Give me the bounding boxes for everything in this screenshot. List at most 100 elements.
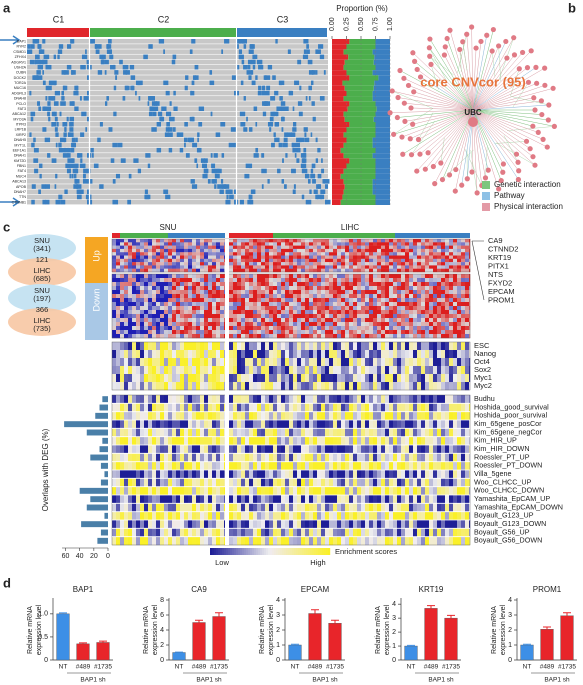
mutation <box>255 147 259 153</box>
heatmap-cell <box>441 252 446 256</box>
heatmap-cell <box>377 265 382 269</box>
heatmap-cell <box>377 334 382 339</box>
heatmap-cell <box>301 268 306 273</box>
heatmap-cell <box>160 255 165 259</box>
heatmap-cell <box>204 298 209 303</box>
heatmap-cell <box>333 290 338 295</box>
matrix-row <box>27 142 328 148</box>
heatmap-cell <box>313 503 318 512</box>
label: 0.50 <box>358 17 365 31</box>
heatmap-cell <box>188 470 193 479</box>
heatmap-cell <box>233 445 238 454</box>
heatmap-cell <box>281 252 286 256</box>
mutation <box>247 59 252 65</box>
heatmap-cell <box>285 252 290 256</box>
heatmap-cell <box>237 290 242 295</box>
heatmap-cell <box>305 478 310 487</box>
heatmap-cell <box>112 503 117 512</box>
heatmap-cell <box>357 268 362 273</box>
heatmap-cell <box>261 436 266 446</box>
heatmap-cell <box>329 453 334 462</box>
heatmap-cell <box>208 528 213 537</box>
heatmap-cell <box>216 503 221 512</box>
heatmap-cell <box>465 262 470 266</box>
heatmap-cell <box>192 461 197 471</box>
mutation <box>231 75 237 80</box>
heatmap-cell <box>289 306 294 311</box>
heatmap-cell <box>245 294 250 299</box>
heatmap-cell <box>369 330 374 335</box>
heatmap-cell <box>329 436 334 446</box>
heatmap-cell <box>212 520 217 529</box>
heatmap-cell <box>233 470 238 479</box>
edge <box>412 52 474 111</box>
label: Genetic interaction <box>494 180 561 189</box>
mutation <box>155 101 160 106</box>
heatmap-cell <box>373 290 378 295</box>
heatmap-cell <box>357 245 362 250</box>
heatmap-cell <box>176 268 181 273</box>
mutation <box>66 168 71 174</box>
edge <box>445 46 474 111</box>
heatmap-cell <box>176 242 181 246</box>
heatmap-cell <box>325 326 330 331</box>
heatmap-cell <box>116 358 121 367</box>
heatmap-cell <box>405 358 410 367</box>
arrow <box>0 35 21 207</box>
heatmap-cell <box>265 326 270 331</box>
heatmap-cell <box>397 282 402 287</box>
heatmap-cell <box>409 298 414 303</box>
proportion-segment <box>346 44 376 50</box>
heatmap-cell <box>180 286 185 291</box>
heatmap-cell <box>144 374 149 383</box>
heatmap-cell <box>449 374 454 383</box>
heatmap-cell <box>349 306 354 311</box>
heatmap-cell <box>289 286 294 291</box>
heatmap-cell <box>229 265 234 269</box>
mutation <box>98 44 102 49</box>
heatmap-cell <box>265 411 270 421</box>
heatmap-cell <box>421 245 426 250</box>
node <box>530 154 536 160</box>
heatmap-cell <box>321 302 326 307</box>
heatmap-cell <box>180 395 185 404</box>
heatmap-cell <box>257 278 262 283</box>
heatmap-cell <box>277 239 282 243</box>
proportion-segment <box>349 158 376 164</box>
proportion-segment <box>375 111 390 117</box>
heatmap-cell <box>112 536 117 546</box>
heatmap-cell <box>313 262 318 266</box>
heatmap-cell <box>349 411 354 421</box>
heatmap-cell <box>309 428 314 437</box>
heatmap-cell <box>329 461 334 471</box>
heatmap-cell <box>156 306 161 311</box>
heatmap-cell <box>333 278 338 283</box>
heatmap-cell <box>120 326 125 331</box>
heatmap-cell <box>413 374 418 383</box>
heatmap-cell <box>148 445 153 454</box>
node <box>400 151 406 157</box>
heatmap-cell <box>196 310 201 315</box>
heatmap-cell <box>229 511 234 521</box>
label: ITPR3 <box>16 123 26 127</box>
heatmap-cell <box>305 334 310 339</box>
heatmap-cell <box>301 342 306 351</box>
heatmap-cell <box>128 255 133 259</box>
mutation <box>76 179 80 184</box>
heatmap-cell <box>385 245 390 250</box>
heatmap-cell <box>253 282 258 287</box>
heatmap-cell <box>309 382 314 391</box>
heatmap-cell <box>353 428 358 437</box>
heatmap-cell <box>224 503 226 512</box>
heatmap-cell <box>132 322 137 327</box>
mutation <box>57 49 63 54</box>
heatmap-cell <box>325 453 330 462</box>
heatmap-cell <box>196 445 201 454</box>
heatmap-cell <box>457 286 462 291</box>
heatmap-cell <box>305 342 310 351</box>
heatmap-cell <box>325 318 330 323</box>
edge <box>392 90 474 111</box>
heatmap-cell <box>345 478 350 487</box>
heatmap-cell <box>281 511 286 521</box>
heatmap-cell <box>365 239 370 243</box>
